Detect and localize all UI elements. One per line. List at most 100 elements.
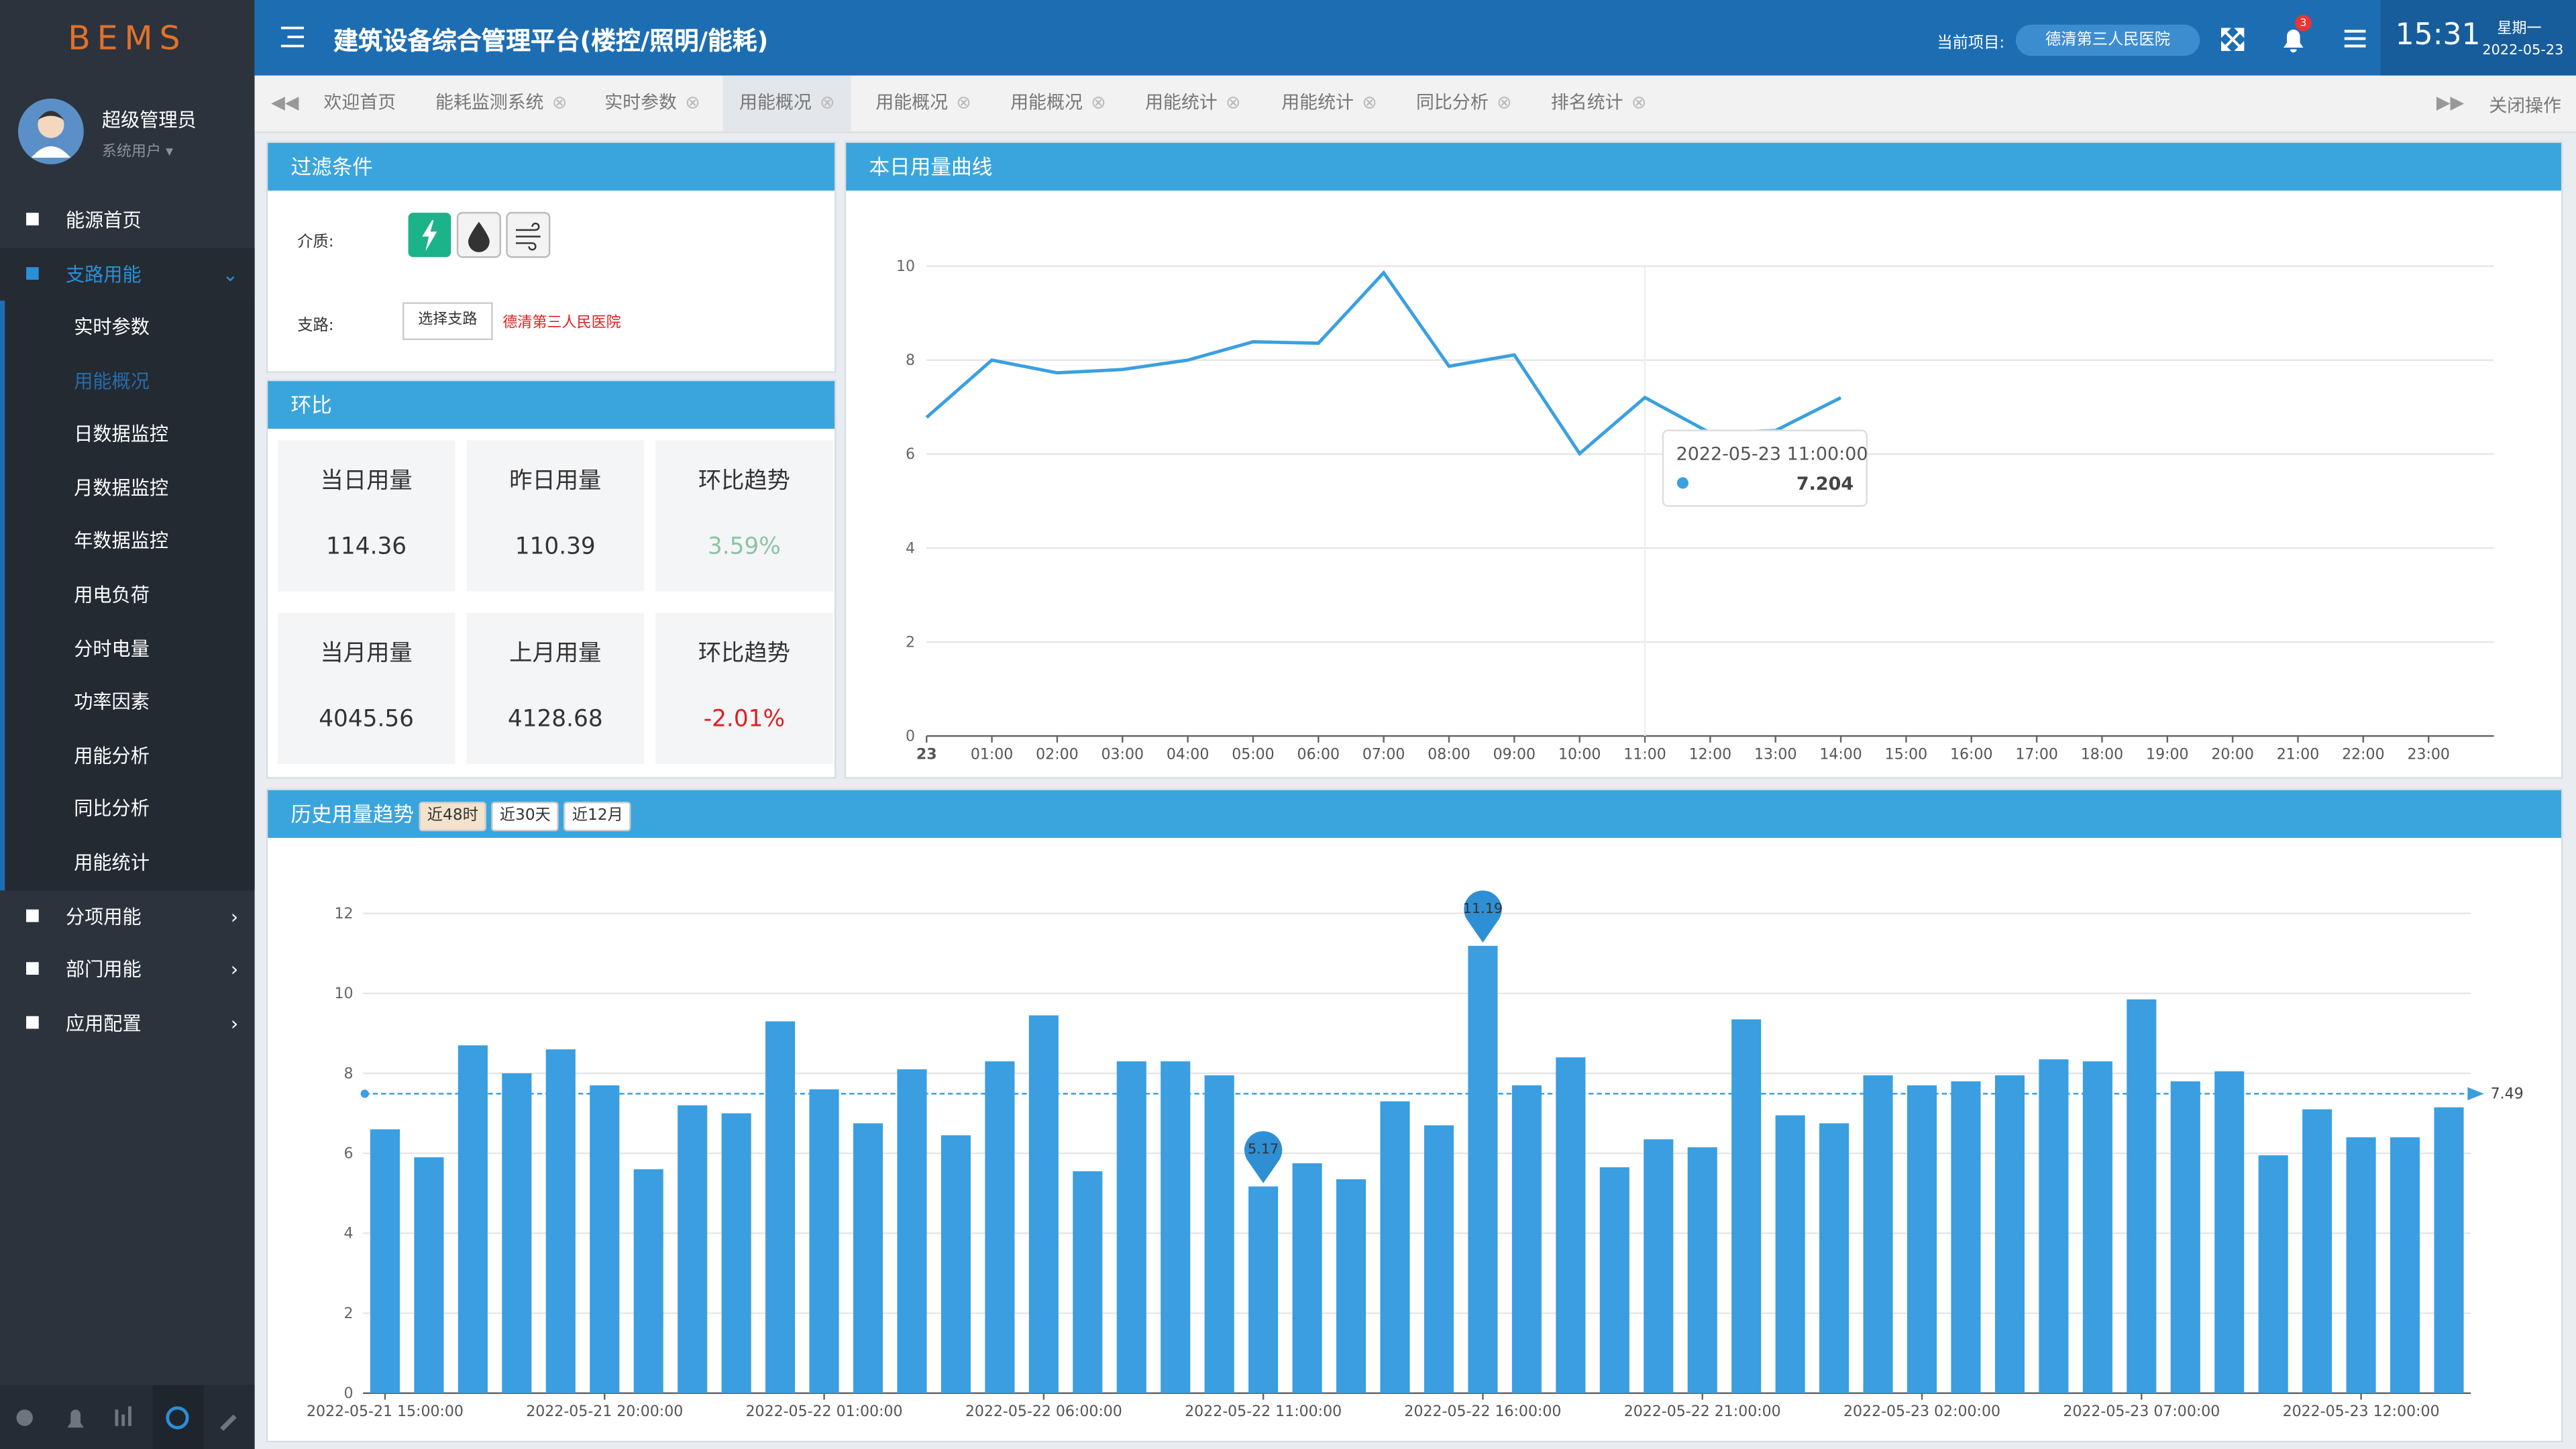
bell-icon[interactable]: [2282, 26, 2305, 53]
x-tick-label: 2022-05-22 11:00:00: [1185, 1403, 1342, 1420]
tab-close[interactable]: ⊗: [1497, 92, 1512, 113]
tab[interactable]: 实时参数 ⊗: [588, 76, 717, 131]
tab[interactable]: 用能概况 ⊗: [859, 76, 988, 131]
clock-weekday: 星期一: [2497, 21, 2542, 38]
list-icon[interactable]: [2344, 30, 2366, 48]
bar: [2434, 1107, 2464, 1393]
ratio-value: 114.36: [326, 533, 407, 561]
submenu-item[interactable]: 用能统计: [74, 851, 150, 874]
tab[interactable]: 用能统计 ⊗: [1128, 76, 1257, 131]
tab-label: 用能概况: [875, 92, 949, 113]
tab[interactable]: 用能概况 ⊗: [722, 75, 852, 131]
close-ops[interactable]: 关闭操作: [2489, 95, 2561, 117]
tab-close[interactable]: ⊗: [1091, 92, 1106, 113]
range-button-label: 近12月: [572, 806, 623, 824]
range-button[interactable]: 近12月: [564, 800, 632, 830]
submenu-item[interactable]: 实时参数: [74, 315, 150, 339]
submenu-item[interactable]: 功率因素: [74, 690, 150, 714]
bar: [2346, 1137, 2376, 1393]
submenu-item[interactable]: 月数据监控: [74, 476, 169, 499]
submenu-item[interactable]: 日数据监控: [74, 422, 169, 446]
daily-chart-panel: 本日用量曲线 0 2 4 6 8 10 23 01:00 02:00 03:00 04:00 05:0…: [844, 141, 2563, 779]
menu-icon: ■: [24, 210, 40, 229]
submenu-item[interactable]: 分时电量: [74, 637, 150, 660]
ratio-label: 当日用量: [320, 468, 413, 495]
ratio-value: 4045.56: [319, 706, 415, 733]
tab-prev[interactable]: ◀◀: [271, 92, 299, 113]
tab[interactable]: 排名统计 ⊗: [1534, 76, 1663, 131]
y-tick-label: 4: [343, 1226, 353, 1242]
tooltip-title: 2022-05-23 11:00:00: [1676, 444, 1868, 465]
ratio-label: 当月用量: [320, 641, 413, 667]
submenu-item[interactable]: 年数据监控: [74, 529, 169, 553]
tab[interactable]: 欢迎首页: [307, 76, 413, 131]
menu-label: 支路用能: [65, 262, 142, 285]
menu-item[interactable]: ■ 支路用能 ⌄: [0, 247, 255, 300]
range-button[interactable]: 近30天: [491, 800, 559, 830]
bar: [1775, 1115, 1805, 1393]
bar: [2082, 1061, 2112, 1393]
tab-close[interactable]: ⊗: [1362, 92, 1377, 113]
bar: [502, 1073, 532, 1393]
sidebar-footer: [0, 1385, 255, 1449]
tab-label: 同比分析: [1416, 92, 1489, 113]
x-tick-label: 12:00: [1689, 746, 1732, 763]
menu-icon: ■: [24, 264, 40, 282]
submenu-item[interactable]: 用能概况: [74, 369, 150, 392]
tab-close[interactable]: ⊗: [956, 92, 971, 113]
ratio-cell: 当月用量 4045.56: [277, 612, 455, 764]
y-tick-label: 2: [343, 1305, 353, 1322]
submenu-item[interactable]: 同比分析: [74, 797, 150, 820]
tab-close[interactable]: ⊗: [1631, 92, 1647, 113]
tab[interactable]: 用能概况 ⊗: [994, 76, 1123, 131]
ratio-label: 上月用量: [509, 641, 602, 667]
tab[interactable]: 用能统计 ⊗: [1265, 76, 1394, 131]
tab-close[interactable]: ⊗: [820, 92, 835, 113]
menu-item[interactable]: ■ 部门用能 ›: [0, 943, 255, 996]
bar: [590, 1085, 620, 1393]
app-title: 建筑设备综合管理平台(楼控/照明/能耗): [333, 26, 769, 56]
panel-title: 环比: [268, 381, 835, 429]
tab-label: 能耗监测系统: [435, 92, 544, 113]
tab-next[interactable]: ▶▶: [2436, 92, 2465, 113]
tab-label: 实时参数: [604, 92, 677, 113]
branch-button[interactable]: 选择支路: [402, 302, 493, 340]
ratio-label: 昨日用量: [509, 468, 602, 495]
menu-label: 能源首页: [65, 209, 142, 232]
menu-arrow: ›: [230, 957, 239, 981]
x-tick-label: 23: [916, 746, 937, 763]
menu-item[interactable]: ■ 能源首页: [0, 194, 255, 246]
bar: [1073, 1171, 1103, 1393]
user-role[interactable]: 系统用户 ▾: [101, 144, 174, 162]
ratio-value: 4128.68: [507, 706, 603, 733]
y-tick-label: 6: [906, 446, 915, 463]
tab[interactable]: 同比分析 ⊗: [1400, 76, 1529, 131]
pin: [1464, 890, 1502, 943]
project-select[interactable]: 德清第三人民医院: [2015, 24, 2200, 56]
footer-icons: [16, 1385, 237, 1449]
submenu-item[interactable]: 用能分析: [74, 743, 150, 767]
tab[interactable]: 能耗监测系统 ⊗: [419, 76, 583, 131]
ratio-value: 110.39: [515, 533, 596, 561]
ratio-panel: 环比 当日用量 114.36 昨日用量 110.39 环比趋势 3.59% 当月用量 4045…: [266, 379, 837, 779]
range-button[interactable]: 近48时: [419, 800, 487, 830]
menu-item[interactable]: ■ 分项用能 ›: [0, 890, 255, 942]
x-tick-label: 21:00: [2277, 746, 2320, 763]
fullscreen-icon[interactable]: [2221, 28, 2245, 51]
tab-close[interactable]: ⊗: [551, 92, 568, 113]
clock-time: 15:31: [2395, 17, 2481, 53]
tab-close[interactable]: ⊗: [685, 92, 700, 113]
x-tick-label: 11:00: [1623, 746, 1666, 763]
x-tick-label: 03:00: [1102, 746, 1144, 763]
menu-item[interactable]: ■ 应用配置 ›: [0, 997, 255, 1049]
bar: [370, 1129, 400, 1393]
medium-buttons[interactable]: [407, 211, 555, 261]
bar: [985, 1061, 1015, 1393]
submenu-item[interactable]: 用电负荷: [74, 583, 150, 606]
panel-title: 本日用量曲线: [846, 143, 2561, 191]
ratio-cell: 昨日用量 110.39: [466, 440, 645, 592]
tab-close[interactable]: ⊗: [1225, 92, 1241, 113]
menu-toggle[interactable]: [280, 26, 305, 48]
